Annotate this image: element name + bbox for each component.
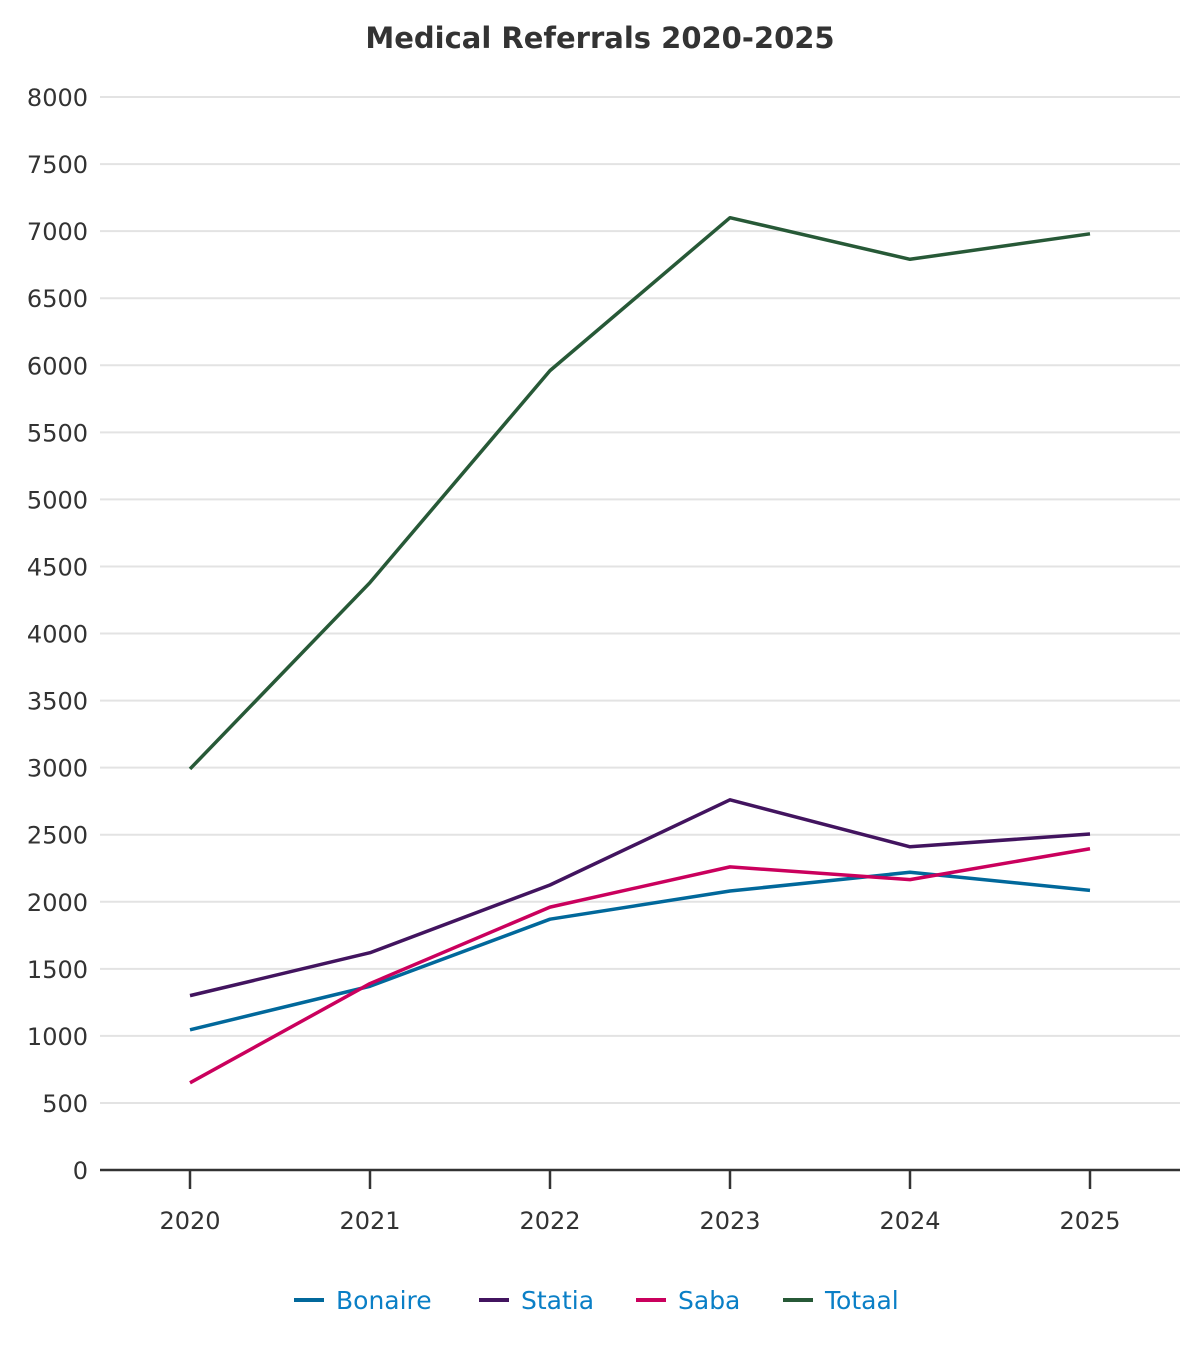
y-tick-label: 3000 xyxy=(27,755,88,783)
chart-title: Medical Referrals 2020-2025 xyxy=(365,21,834,55)
series-line-bonaire xyxy=(189,870,1091,1032)
legend-item-statia[interactable]: Statia xyxy=(479,1286,594,1315)
x-tick-label: 2022 xyxy=(519,1207,580,1235)
legend-item-totaal[interactable]: Totaal xyxy=(783,1286,899,1315)
y-tick-label: 4000 xyxy=(27,621,88,649)
gridlines xyxy=(100,96,1180,1104)
x-axis: 2020 2021 2022 2023 2024 2025 xyxy=(100,1168,1180,1235)
y-tick-label: 0 xyxy=(73,1157,88,1185)
y-tick-label: 5000 xyxy=(27,486,88,514)
y-tick-label: 6500 xyxy=(27,285,88,313)
y-tick-label: 8000 xyxy=(27,84,88,112)
x-tick-label: 2023 xyxy=(699,1207,760,1235)
y-tick-label: 5500 xyxy=(27,419,88,447)
series-line-totaal xyxy=(188,215,1091,771)
x-tick-label: 2025 xyxy=(1059,1207,1120,1235)
legend-label: Saba xyxy=(678,1286,740,1315)
series-lines xyxy=(188,215,1091,1085)
y-axis-ticks: 0 500 1000 1500 2000 2500 3000 3500 4000 4500 5000… xyxy=(27,84,88,1185)
series-line-saba xyxy=(189,847,1091,1085)
y-tick-label: 7500 xyxy=(27,151,88,179)
y-tick-label: 6000 xyxy=(27,352,88,380)
y-tick-label: 2000 xyxy=(27,889,88,917)
y-tick-label: 500 xyxy=(42,1090,88,1118)
legend-label: Statia xyxy=(521,1286,594,1315)
legend-label: Totaal xyxy=(824,1286,899,1315)
x-tick-label: 2024 xyxy=(879,1207,940,1235)
series-line-statia xyxy=(189,798,1091,998)
y-tick-label: 3500 xyxy=(27,688,88,716)
y-tick-label: 7000 xyxy=(27,218,88,246)
legend: Bonaire Statia Saba Totaal xyxy=(294,1286,899,1315)
y-tick-label: 1000 xyxy=(27,1023,88,1051)
legend-item-bonaire[interactable]: Bonaire xyxy=(294,1286,432,1315)
y-tick-label: 4500 xyxy=(27,553,88,581)
y-tick-label: 2500 xyxy=(27,822,88,850)
legend-label: Bonaire xyxy=(336,1286,432,1315)
x-tick-label: 2020 xyxy=(159,1207,220,1235)
x-tick-label: 2021 xyxy=(339,1207,400,1235)
y-tick-label: 1500 xyxy=(27,956,88,984)
legend-item-saba[interactable]: Saba xyxy=(636,1286,740,1315)
